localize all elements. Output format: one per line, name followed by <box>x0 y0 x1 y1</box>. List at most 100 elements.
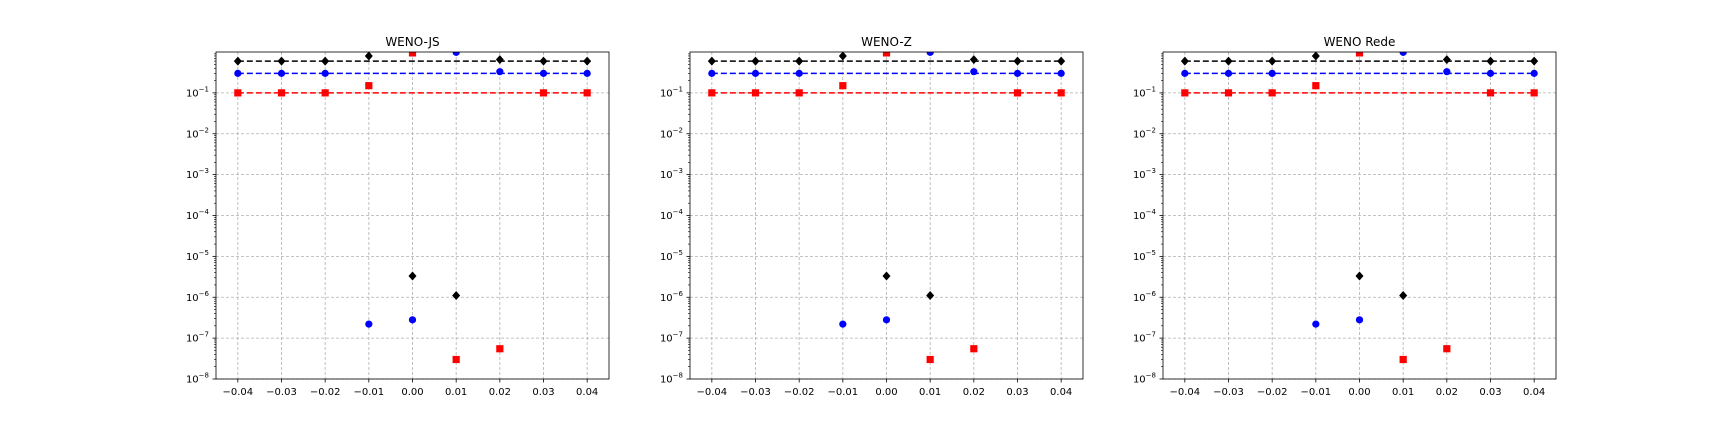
diamond-marker <box>1057 56 1066 66</box>
diamond-marker <box>1268 56 1277 66</box>
y-tick-label: 10−1 <box>660 85 683 99</box>
y-tick-label: 10−1 <box>186 85 209 99</box>
chart-title: WENO Rede <box>1324 35 1396 49</box>
square-marker <box>795 89 803 97</box>
x-tick-label: 0.04 <box>576 387 598 398</box>
circle-marker <box>1443 68 1451 76</box>
diamond-marker <box>969 55 978 65</box>
square-marker <box>1443 345 1451 353</box>
diamond-marker <box>882 271 891 281</box>
circle-marker <box>1530 69 1538 77</box>
circle-marker <box>1013 69 1022 77</box>
circle-marker <box>539 69 548 77</box>
x-tick-label: 0.00 <box>1348 387 1370 398</box>
chart-title: WENO-Z <box>861 35 912 49</box>
y-tick-label: 10−4 <box>660 208 684 222</box>
x-tick-label: −0.03 <box>1213 387 1244 398</box>
circle-marker <box>970 68 978 76</box>
y-tick-label: 10−6 <box>186 290 210 304</box>
diamond-marker <box>795 56 804 66</box>
diamond-marker <box>495 55 504 65</box>
diamond-marker <box>838 52 847 61</box>
diamond-marker <box>707 56 716 66</box>
y-tick-label: 10−3 <box>186 167 209 181</box>
diamond-marker <box>1013 56 1022 66</box>
diamond-marker <box>1399 291 1408 301</box>
square-marker <box>839 82 847 90</box>
y-tick-label: 10−3 <box>660 167 683 181</box>
circle-marker <box>234 69 242 77</box>
square-marker <box>882 52 891 57</box>
x-tick-label: −0.04 <box>1170 387 1201 398</box>
square-marker <box>583 89 591 97</box>
circle-marker <box>321 69 329 77</box>
y-tick-label: 10−8 <box>660 372 683 386</box>
circle-marker <box>1399 52 1407 56</box>
x-tick-label: 0.04 <box>1050 387 1072 398</box>
x-tick-label: −0.02 <box>784 387 815 398</box>
square-marker <box>408 52 417 57</box>
chart-title: WENO-JS <box>385 35 439 49</box>
x-tick-label: 0.03 <box>1479 387 1501 398</box>
square-marker <box>1057 89 1065 97</box>
y-tick-label: 10−5 <box>1133 249 1156 263</box>
circle-marker <box>496 68 504 76</box>
square-marker <box>365 82 373 90</box>
diamond-marker <box>583 56 592 66</box>
circle-marker <box>708 69 716 77</box>
chart-panel-3: −0.04 −0.03 −0.02 −0.01 0.00 0.01 0.02 0.03 0.04… <box>1133 35 1557 398</box>
circle-marker <box>408 316 417 324</box>
circle-marker <box>1355 316 1364 324</box>
plot-area <box>233 52 592 364</box>
square-marker <box>1486 89 1495 97</box>
diamond-marker <box>408 271 417 281</box>
square-marker <box>1355 52 1364 57</box>
square-marker <box>1268 89 1276 97</box>
x-tick-label: 0.01 <box>919 387 941 398</box>
chart-panel-2: −0.04 −0.03 −0.02 −0.01 0.00 0.01 0.02 0.03 0.04… <box>660 35 1084 398</box>
square-marker <box>1312 82 1320 90</box>
x-tick-label: 0.01 <box>1392 387 1414 398</box>
x-tick-label: −0.03 <box>740 387 771 398</box>
plot-area <box>707 52 1066 364</box>
chart-panel-1: −0.04 −0.03 −0.02 −0.01 0.00 0.01 0.02 0.03 0.04… <box>186 35 610 398</box>
circle-marker <box>583 69 591 77</box>
diamond-marker <box>321 56 330 66</box>
x-tick-label: −0.01 <box>1301 387 1332 398</box>
y-tick-label: 10−4 <box>1133 208 1157 222</box>
circle-marker <box>1181 69 1189 77</box>
y-tick-label: 10−7 <box>1133 331 1156 345</box>
diamond-marker <box>926 291 935 301</box>
square-marker <box>452 355 460 364</box>
square-marker <box>539 89 548 97</box>
square-marker <box>751 89 760 97</box>
y-tick-label: 10−8 <box>1133 372 1156 386</box>
x-tick-label: 0.00 <box>875 387 897 398</box>
x-tick-label: −0.01 <box>828 387 859 398</box>
diamond-marker <box>233 56 242 66</box>
x-tick-label: 0.03 <box>532 387 554 398</box>
y-tick-label: 10−4 <box>186 208 210 222</box>
diamond-marker <box>452 291 461 301</box>
square-marker <box>1530 89 1538 97</box>
circle-marker <box>1224 69 1233 77</box>
square-marker <box>496 345 504 353</box>
square-marker <box>321 89 329 97</box>
diamond-marker <box>1530 56 1539 66</box>
x-tick-label: 0.01 <box>445 387 467 398</box>
circle-marker <box>795 69 803 77</box>
y-tick-label: 10−8 <box>186 372 209 386</box>
circle-marker <box>751 69 760 77</box>
circle-marker <box>1268 69 1276 77</box>
diamond-marker <box>364 52 373 61</box>
square-marker <box>234 89 242 97</box>
square-marker <box>1181 89 1189 97</box>
circle-marker <box>1486 69 1495 77</box>
circle-marker <box>882 316 891 324</box>
circle-marker <box>926 52 934 56</box>
circle-marker <box>1312 320 1320 328</box>
diamond-marker <box>1355 271 1364 281</box>
x-tick-label: −0.01 <box>354 387 385 398</box>
square-marker <box>1013 89 1022 97</box>
